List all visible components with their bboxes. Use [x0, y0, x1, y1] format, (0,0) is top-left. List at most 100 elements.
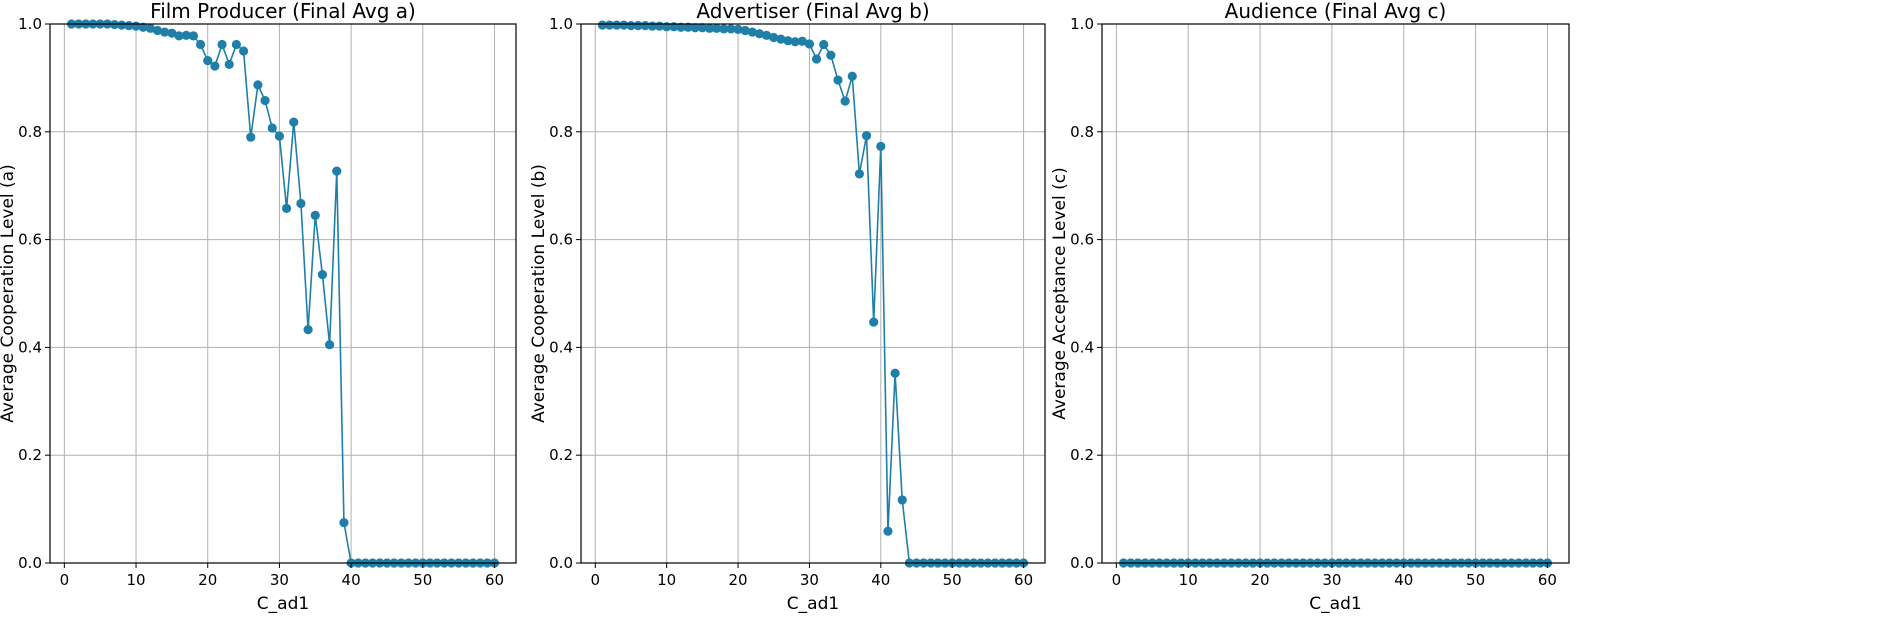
x-axis-label: C_ad1 — [1309, 594, 1361, 614]
data-point — [124, 21, 134, 31]
chart-panel-2: 0 10 20 30 40 50 60 0.0 0.2 0.4 0.6 0.8 1.0 Advertise… — [529, 0, 1046, 614]
data-point — [188, 31, 198, 41]
data-point — [289, 117, 299, 127]
data-point — [826, 50, 836, 60]
chart-title: Advertiser (Final Avg b) — [696, 0, 929, 23]
x-tick-label: 40 — [342, 571, 361, 589]
y-tick-label: 0.4 — [549, 338, 573, 356]
data-point — [167, 28, 177, 38]
x-tick-label: 10 — [657, 571, 676, 589]
x-tick-label: 10 — [1179, 571, 1198, 589]
x-tick-label: 10 — [126, 571, 145, 589]
data-point — [797, 36, 807, 46]
y-tick-label: 0.0 — [549, 554, 573, 572]
y-axis-label: Average Cooperation Level (a) — [0, 164, 18, 422]
y-tick-label: 1.0 — [18, 15, 42, 33]
data-point — [174, 31, 184, 41]
axes-frame — [580, 23, 1046, 564]
data-point — [303, 325, 313, 335]
data-point — [310, 210, 320, 220]
x-tick-label: 50 — [1466, 571, 1485, 589]
x-tick-label: 0 — [1112, 571, 1122, 589]
series-line — [71, 23, 495, 564]
x-tick-label: 0 — [591, 571, 601, 589]
data-point — [861, 130, 872, 141]
data-point — [819, 39, 829, 50]
data-point — [883, 526, 893, 536]
data-point — [612, 20, 622, 30]
y-tick-label: 0.8 — [18, 123, 42, 141]
y-tick-label: 0.0 — [1070, 554, 1094, 572]
y-tick-label: 0.4 — [1070, 338, 1094, 356]
data-point — [847, 71, 857, 81]
y-tick-label: 0.2 — [549, 446, 573, 464]
y-tick-label: 0.0 — [18, 554, 42, 572]
data-point — [296, 198, 306, 209]
data-point — [890, 368, 900, 378]
x-tick-label: 0 — [60, 571, 70, 589]
data-point — [690, 23, 700, 33]
data-point — [683, 22, 693, 32]
data-point — [854, 169, 865, 179]
x-tick-label: 60 — [485, 571, 504, 589]
data-point — [719, 24, 729, 34]
axes-frame — [49, 23, 517, 564]
y-tick-label: 0.6 — [18, 231, 42, 249]
data-point — [747, 27, 757, 37]
chart-panel-1: 0 10 20 30 40 50 60 0.0 0.2 0.4 0.6 0.8 1.0 Film Prod… — [0, 0, 517, 614]
data-point — [704, 23, 715, 33]
data-point — [246, 132, 256, 142]
data-point — [869, 317, 879, 327]
x-tick-label: 20 — [1251, 571, 1270, 589]
x-tick-label: 40 — [1394, 571, 1413, 589]
data-point — [762, 30, 772, 40]
data-point — [339, 517, 349, 528]
data-point — [897, 495, 907, 505]
y-tick-label: 0.2 — [1070, 446, 1094, 464]
data-point — [238, 46, 249, 56]
data-point — [640, 21, 650, 31]
data-point — [876, 141, 886, 151]
data-point — [740, 25, 750, 36]
data-point — [726, 24, 736, 34]
data-point — [152, 25, 163, 36]
data-point — [619, 20, 629, 30]
data-point — [676, 22, 686, 32]
data-point — [633, 21, 643, 31]
y-tick-label: 0.6 — [549, 231, 573, 249]
chart-panel-3: 0 10 20 30 40 50 60 0.0 0.2 0.4 0.6 0.8 1.0 Audience … — [1050, 0, 1570, 614]
data-point — [597, 20, 608, 30]
data-point — [733, 24, 743, 34]
x-tick-label: 60 — [1538, 571, 1557, 589]
data-point — [790, 37, 800, 47]
data-point — [224, 59, 234, 70]
y-axis-label: Average Acceptance Level (c) — [1050, 167, 1070, 419]
y-tick-label: 0.2 — [18, 446, 42, 464]
y-tick-label: 0.8 — [549, 123, 573, 141]
data-point — [833, 75, 843, 85]
chart-title: Audience (Final Avg c) — [1225, 0, 1447, 23]
data-point — [754, 29, 765, 39]
data-point — [195, 39, 206, 50]
data-point — [317, 270, 328, 280]
y-tick-label: 0.6 — [1070, 231, 1094, 249]
x-tick-label: 30 — [270, 571, 289, 589]
data-point — [267, 123, 277, 133]
data-point — [604, 20, 615, 30]
y-tick-label: 1.0 — [1070, 15, 1094, 33]
x-tick-label: 40 — [871, 571, 890, 589]
x-tick-label: 50 — [413, 571, 432, 589]
series-line — [602, 24, 1024, 564]
data-point — [281, 203, 292, 213]
x-tick-label: 30 — [1322, 571, 1341, 589]
data-point — [840, 96, 850, 106]
data-point — [776, 34, 786, 44]
data-point — [145, 23, 155, 33]
y-tick-label: 0.4 — [18, 338, 42, 356]
data-point — [697, 23, 707, 33]
data-point — [253, 80, 263, 90]
x-tick-label: 50 — [943, 571, 962, 589]
data-point — [260, 95, 270, 106]
data-point — [181, 30, 191, 40]
